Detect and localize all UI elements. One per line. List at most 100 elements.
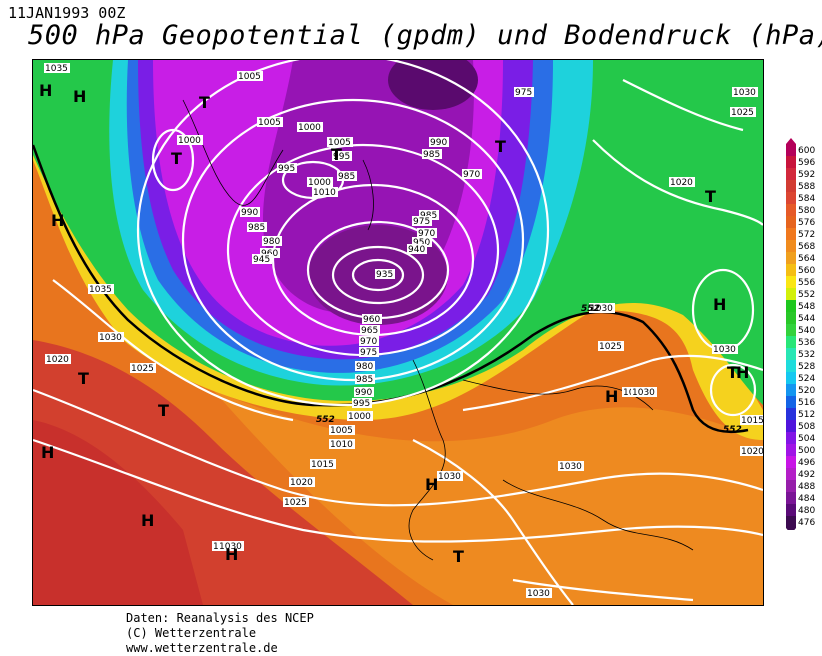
legend-swatch (786, 276, 796, 288)
legend-swatch (786, 156, 796, 168)
isobar-label: 970 (417, 228, 437, 239)
isobar-label: 1005 (327, 137, 353, 148)
legend-swatch (786, 312, 796, 324)
svg-text:960: 960 (363, 315, 380, 325)
legend-label: 524 (798, 374, 815, 384)
isobar-label: 980 (262, 236, 282, 247)
high-pressure-marker: H (51, 211, 64, 230)
svg-text:975: 975 (360, 348, 377, 358)
legend-swatch (786, 492, 796, 504)
svg-text:1000: 1000 (298, 123, 321, 133)
svg-text:935: 935 (376, 270, 393, 280)
svg-text:965: 965 (361, 326, 378, 336)
legend-swatch (786, 516, 796, 528)
high-pressure-marker: H (736, 363, 749, 382)
high-pressure-marker: H (73, 87, 86, 106)
svg-text:1000: 1000 (308, 178, 331, 188)
isobar-label: 1000 (177, 135, 203, 146)
legend-label: 576 (798, 218, 815, 228)
legend-label: 492 (798, 470, 815, 480)
svg-text:970: 970 (418, 229, 435, 239)
svg-text:1030: 1030 (527, 589, 550, 599)
svg-text:1005: 1005 (258, 118, 281, 128)
legend-label: 508 (798, 422, 815, 432)
svg-text:995: 995 (353, 399, 370, 409)
footer-source: Daten: Reanalysis des NCEP (126, 611, 314, 625)
isobar-label: 1010 (329, 439, 355, 450)
high-pressure-marker: H (605, 387, 618, 406)
isobar-label: 975 (359, 347, 379, 358)
svg-text:995: 995 (278, 164, 295, 174)
isobar-label: 985 (337, 171, 357, 182)
legend-swatch (786, 432, 796, 444)
footer-url: www.wetterzentrale.de (126, 641, 278, 655)
svg-text:975: 975 (413, 217, 430, 227)
low-pressure-marker: T (171, 149, 182, 168)
svg-text:990: 990 (355, 388, 372, 398)
isobar-label: 990 (354, 387, 374, 398)
svg-text:1005: 1005 (330, 426, 353, 436)
svg-text:970: 970 (463, 170, 480, 180)
legend-label: 532 (798, 350, 815, 360)
svg-text:1030: 1030 (438, 472, 461, 482)
svg-text:990: 990 (241, 208, 258, 218)
isobar-label: 950 (412, 237, 432, 248)
legend-swatch (786, 180, 796, 192)
isobar-label: 1030 (631, 387, 657, 398)
legend-swatch (786, 420, 796, 432)
legend-swatch (786, 348, 796, 360)
isobar-label: 1030 (732, 87, 758, 98)
legend-label: 528 (798, 362, 815, 372)
low-pressure-marker: T (331, 145, 342, 164)
isobar-label: 1030 (526, 588, 552, 599)
isobar-label: 945 (252, 254, 272, 265)
legend-swatch (786, 228, 796, 240)
svg-text:1020: 1020 (46, 355, 69, 365)
high-pressure-marker: H (41, 443, 54, 462)
isobar-label: 990 (240, 207, 260, 218)
isobar-label: 985 (355, 374, 375, 385)
legend-swatch (786, 264, 796, 276)
legend-label: 580 (798, 206, 815, 216)
isobar-label: 1020 (45, 354, 71, 365)
isobar-label: 1005 (257, 117, 283, 128)
svg-text:1020: 1020 (670, 178, 693, 188)
isobar-label: 935 (375, 269, 395, 280)
isobar-label: 1025 (598, 341, 624, 352)
svg-text:985: 985 (338, 172, 355, 182)
svg-text:1005: 1005 (328, 138, 351, 148)
svg-text:985: 985 (248, 223, 265, 233)
legend-swatch (786, 300, 796, 312)
legend-bottom-arrow (786, 528, 796, 530)
high-pressure-marker: H (39, 81, 52, 100)
legend-label: 556 (798, 278, 815, 288)
isobar-label: 1035 (88, 284, 114, 295)
isobar-label: 1000 (297, 122, 323, 133)
legend-label: 544 (798, 314, 815, 324)
svg-text:1035: 1035 (45, 64, 68, 74)
low-pressure-marker: T (495, 137, 506, 156)
legend-swatch (786, 168, 796, 180)
isobar-label: 1020 (289, 477, 315, 488)
legend-label: 496 (798, 458, 815, 468)
svg-text:1030: 1030 (559, 462, 582, 472)
svg-text:1030: 1030 (219, 542, 242, 552)
legend-label: 504 (798, 434, 815, 444)
svg-text:1030: 1030 (733, 88, 756, 98)
svg-text:1010: 1010 (313, 188, 336, 198)
isobar-label: 1025 (283, 497, 309, 508)
isobar-label: 1030 (558, 461, 584, 472)
isobar-label: 1030 (712, 344, 738, 355)
svg-text:980: 980 (263, 237, 280, 247)
isobar-label: 1030 (437, 471, 463, 482)
legend-swatch (786, 252, 796, 264)
legend-swatch (786, 216, 796, 228)
isobar-label: 995 (352, 398, 372, 409)
isobar-label: 990 (429, 137, 449, 148)
isobar-label: 1005 (329, 425, 355, 436)
svg-text:1035: 1035 (89, 285, 112, 295)
isobar-label: 1000 (347, 411, 373, 422)
legend-swatch (786, 360, 796, 372)
svg-text:1030: 1030 (632, 388, 655, 398)
isobar-label: 1020 (669, 177, 695, 188)
